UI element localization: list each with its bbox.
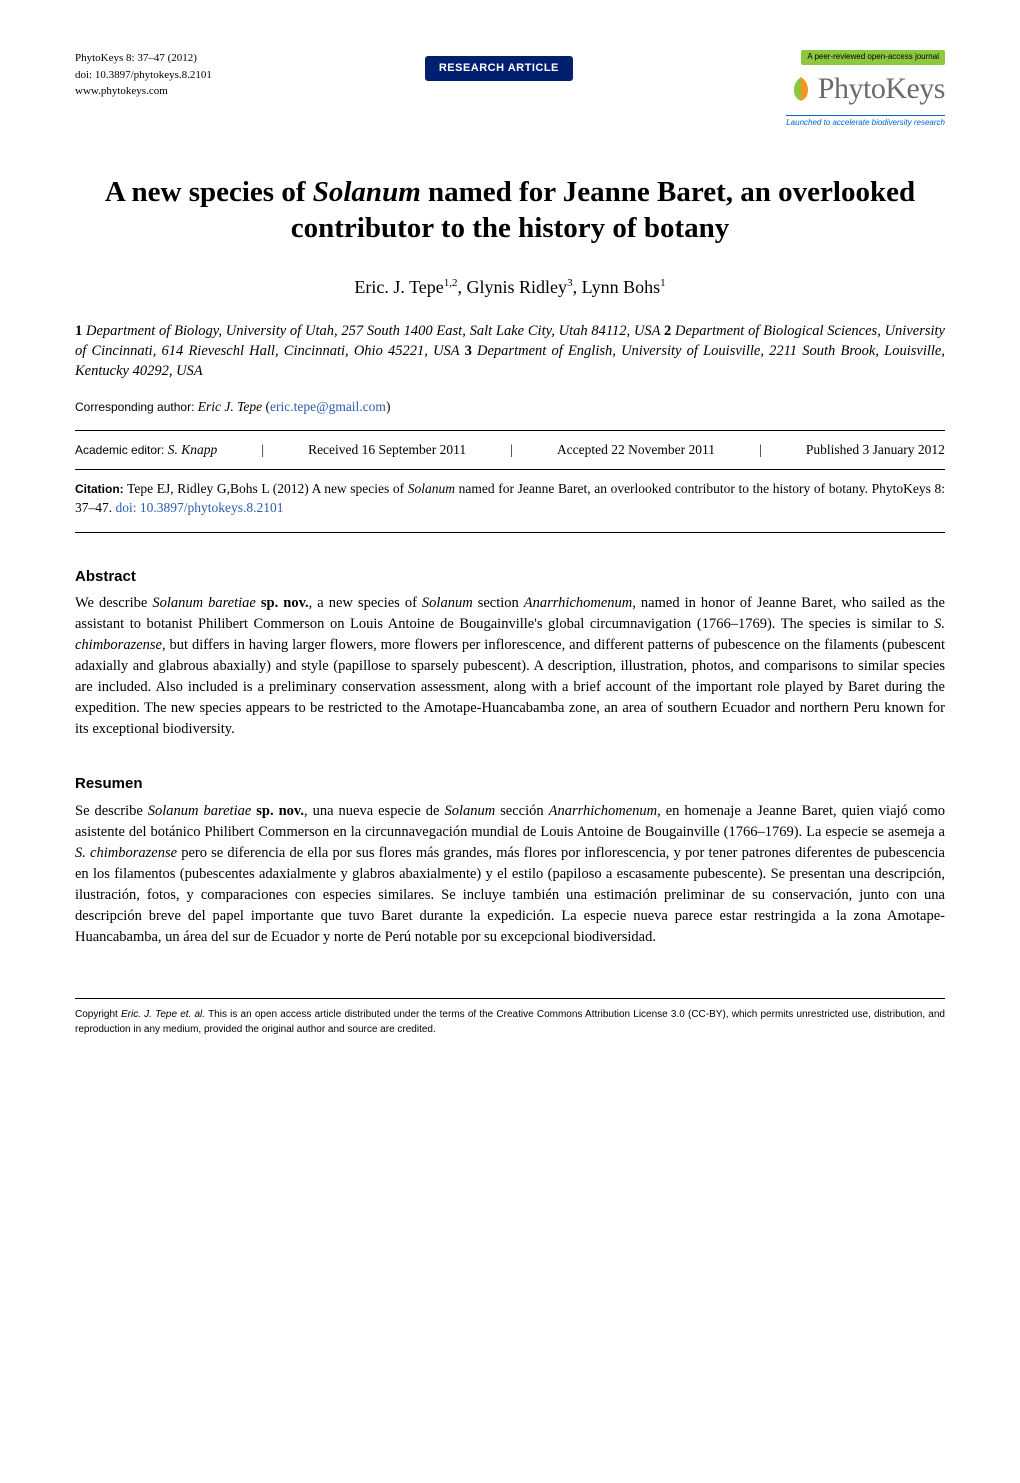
logo-text: PhytoKeys [818, 69, 945, 110]
separator: | [261, 441, 264, 459]
doi-line: doi: 10.3897/phytokeys.8.2101 [75, 67, 212, 84]
citation-box: Citation: Tepe EJ, Ridley G,Bohs L (2012… [75, 470, 945, 532]
editor-block: Academic editor: S. Knapp [75, 441, 217, 459]
corresponding-name: Eric J. Tepe [198, 399, 262, 414]
published-date: Published 3 January 2012 [806, 441, 945, 459]
meta-right: A peer-reviewed open-access journal Phyt… [786, 50, 945, 129]
leaf-icon [786, 74, 816, 104]
editor-row: Academic editor: S. Knapp | Received 16 … [75, 431, 945, 469]
corresponding-label: Corresponding author: [75, 400, 194, 414]
abstract-heading: Abstract [75, 567, 945, 587]
corresponding-email[interactable]: eric.tepe@gmail.com [270, 399, 386, 414]
citation-doi-link[interactable]: doi: 10.3897/phytokeys.8.2101 [116, 500, 284, 515]
separator: | [510, 441, 513, 459]
divider [75, 532, 945, 533]
editor-name: S. Knapp [168, 442, 218, 457]
separator: | [759, 441, 762, 459]
editor-label: Academic editor: [75, 443, 164, 457]
meta-left: PhytoKeys 8: 37–47 (2012) doi: 10.3897/p… [75, 50, 212, 100]
research-article-badge: RESEARCH ARTICLE [425, 56, 573, 81]
logo-tagline: Launched to accelerate biodiversity rese… [786, 115, 945, 129]
journal-logo: PhytoKeys [786, 69, 945, 110]
received-date: Received 16 September 2011 [308, 441, 466, 459]
citation-label: Citation: [75, 482, 124, 496]
site-link[interactable]: www.phytokeys.com [75, 85, 168, 97]
doi-link[interactable]: 10.3897/phytokeys.8.2101 [95, 69, 212, 81]
footer: Copyright Eric. J. Tepe et. al. This is … [75, 998, 945, 1037]
header-row: PhytoKeys 8: 37–47 (2012) doi: 10.3897/p… [75, 50, 945, 129]
corresponding-author: Corresponding author: Eric J. Tepe (eric… [75, 398, 945, 416]
accepted-date: Accepted 22 November 2011 [557, 441, 715, 459]
resumen-heading: Resumen [75, 774, 945, 794]
affiliations: 1 Department of Biology, University of U… [75, 321, 945, 382]
peer-review-badge: A peer-reviewed open-access journal [801, 50, 945, 65]
article-title: A new species of Solanum named for Jeann… [95, 174, 925, 247]
resumen-body: Se describe Solanum baretiae sp. nov., u… [75, 801, 945, 948]
abstract-body: We describe Solanum baretiae sp. nov., a… [75, 593, 945, 740]
copyright-text: Copyright Eric. J. Tepe et. al. This is … [75, 999, 945, 1037]
authors: Eric. J. Tepe1,2, Glynis Ridley3, Lynn B… [75, 275, 945, 299]
doi-prefix: doi: [75, 69, 95, 81]
journal-ref: PhytoKeys 8: 37–47 (2012) [75, 50, 212, 67]
